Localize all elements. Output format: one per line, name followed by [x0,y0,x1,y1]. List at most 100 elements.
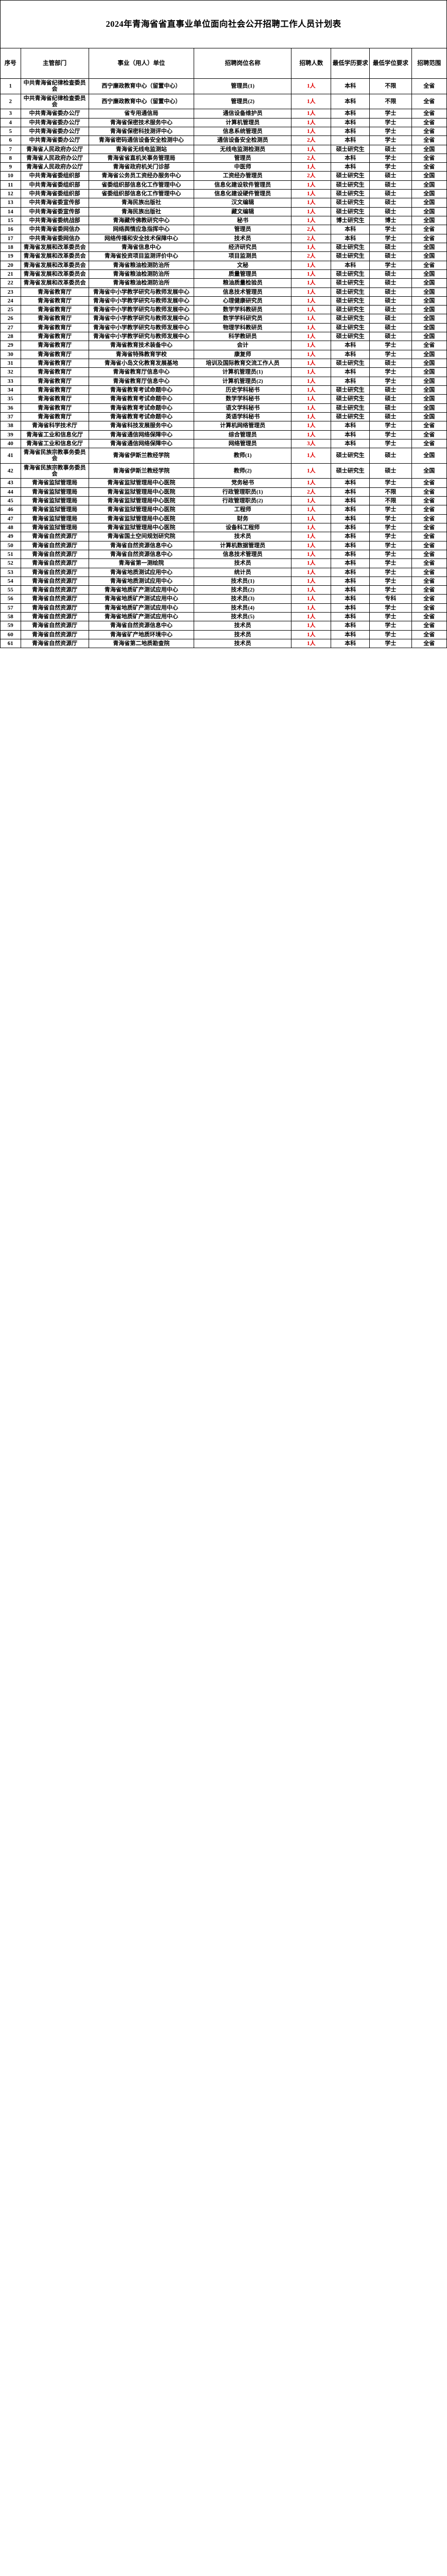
cell-num: 1人 [291,78,332,94]
cell-edu: 硕士研究生 [331,144,370,154]
cell-deg: 专科 [369,594,412,604]
cell-post: 信息化建设软件管理员 [194,180,292,190]
column-header-scope: 招聘范围 [411,48,447,79]
cell-seq: 38 [0,421,21,431]
cell-dept: 青海省自然资源厅 [20,576,89,586]
cell-scope: 全国 [411,448,447,464]
cell-num: 1人 [291,558,332,568]
cell-dept: 中共青海省纪律检查委员会 [20,78,89,94]
cell-num: 1人 [291,421,332,431]
table-row: 24 青海省教育厅 青海省中小学教学研究与教师发展中心 心理健康研究员 1人 硕士研究生硕… [0,296,447,306]
cell-dept: 中共青海省委组织部 [20,189,89,199]
cell-seq: 7 [0,144,21,154]
cell-seq: 57 [0,603,21,613]
cell-edu: 本科 [331,514,370,523]
cell-edu: 硕士研究生 [331,403,370,413]
cell-unit: 青海省自然资源信息中心 [88,540,195,550]
cell-num: 1人 [291,296,332,306]
cell-post: 管理员(2) [194,93,292,110]
cell-seq: 36 [0,403,21,413]
cell-num: 1人 [291,367,332,377]
cell-edu: 本科 [331,260,370,270]
cell-num: 1人 [291,215,332,226]
cell-deg: 学士 [369,341,412,350]
column-header-seq: 序号 [0,48,21,79]
cell-unit: 青海省监狱管理局中心医院 [88,496,195,506]
cell-deg: 硕士 [369,189,412,199]
cell-post: 粮油质量检验员 [194,278,292,288]
cell-num: 2人 [291,225,332,234]
cell-unit: 青海省教育考试命题中心 [88,394,195,404]
cell-seq: 22 [0,278,21,288]
cell-num: 1人 [291,376,332,386]
cell-edu: 本科 [331,135,370,145]
column-header-deg: 最低学位要求 [369,48,412,79]
cell-post: 计算机管理员(2) [194,376,292,386]
cell-deg: 学士 [369,576,412,586]
cell-edu: 硕士研究生 [331,332,370,342]
table-row: 6 中共青海省委办公厅 青海省密码通信设备安全检测中心 通信设备安全检测员 2人 本科 学士… [0,135,447,145]
cell-num: 1人 [291,576,332,586]
cell-scope: 全省 [411,117,447,127]
cell-seq: 54 [0,576,21,586]
cell-edu: 本科 [331,532,370,541]
cell-deg: 硕士 [369,448,412,464]
cell-num: 1人 [291,478,332,488]
cell-scope: 全国 [411,296,447,306]
cell-deg: 硕士 [369,251,412,261]
cell-post: 数学学科秘书 [194,394,292,404]
cell-seq: 48 [0,522,21,533]
cell-unit: 西宁廉政教育中心（留置中心） [88,78,195,94]
cell-deg: 学士 [369,117,412,127]
cell-unit: 青海省监狱管理局中心医院 [88,487,195,497]
cell-deg: 硕士 [369,403,412,413]
cell-scope: 全省 [411,585,447,595]
table-row: 46 青海省监狱管理局 青海省监狱管理局中心医院 工程师 1人 本科 学士 全省 [0,505,447,515]
cell-scope: 全省 [411,532,447,541]
cell-scope: 全省 [411,576,447,586]
cell-scope: 全国 [411,323,447,333]
cell-seq: 53 [0,567,21,577]
cell-edu: 硕士研究生 [331,278,370,288]
cell-num: 1人 [291,323,332,333]
cell-num: 2人 [291,135,332,145]
cell-deg: 硕士 [369,278,412,288]
cell-dept: 青海省自然资源厅 [20,585,89,595]
table-row: 5 中共青海省委办公厅 青海省保密科技测评中心 信息系统管理员 1人 本科 学士 全省 [0,126,447,137]
cell-post: 文秘 [194,260,292,270]
cell-post: 技术员 [194,532,292,541]
cell-post: 科学教研员 [194,332,292,342]
table-row: 29 青海省教育厅 青海省教育技术装备中心 会计 1人 本科 学士 全省 [0,341,447,350]
cell-seq: 20 [0,260,21,270]
cell-scope: 全省 [411,225,447,234]
cell-num: 1人 [291,358,332,368]
table-row: 11 中共青海省委组织部 省委组织部信息化工作管理中心 信息化建设软件管理员 1人 硕士研… [0,180,447,190]
cell-scope: 全国 [411,463,447,479]
cell-edu: 本科 [331,109,370,118]
column-header-post: 招聘岗位名称 [194,48,292,79]
cell-dept: 青海省监狱管理局 [20,522,89,533]
cell-num: 1人 [291,144,332,154]
cell-post: 无线电监测检测员 [194,144,292,154]
cell-deg: 学士 [369,109,412,118]
cell-post: 计算机管理员 [194,117,292,127]
cell-num: 1人 [291,603,332,613]
cell-dept: 中共青海省委网信办 [20,225,89,234]
cell-unit: 西宁廉政教育中心（留置中心） [88,93,195,110]
cell-edu: 本科 [331,630,370,640]
cell-unit: 青海省政府机关门诊部 [88,162,195,172]
cell-post: 经济研究员 [194,242,292,252]
cell-post: 历史学科秘书 [194,385,292,395]
cell-edu: 硕士研究生 [331,385,370,395]
cell-edu: 硕士研究生 [331,305,370,315]
cell-post: 英语学科秘书 [194,412,292,422]
table-row: 12 中共青海省委组织部 省委组织部信息化工作管理中心 信息化建设硬件管理员 1人 硕士研… [0,189,447,199]
cell-unit: 省委组织部信息化工作管理中心 [88,180,195,190]
cell-unit: 青海省中小学教学研究与教师发展中心 [88,287,195,297]
cell-post: 行政管理职员(1) [194,487,292,497]
cell-seq: 49 [0,532,21,541]
cell-post: 党务秘书 [194,478,292,488]
cell-deg: 学士 [369,438,412,449]
cell-num: 1人 [291,540,332,550]
cell-post: 通信设备安全检测员 [194,135,292,145]
